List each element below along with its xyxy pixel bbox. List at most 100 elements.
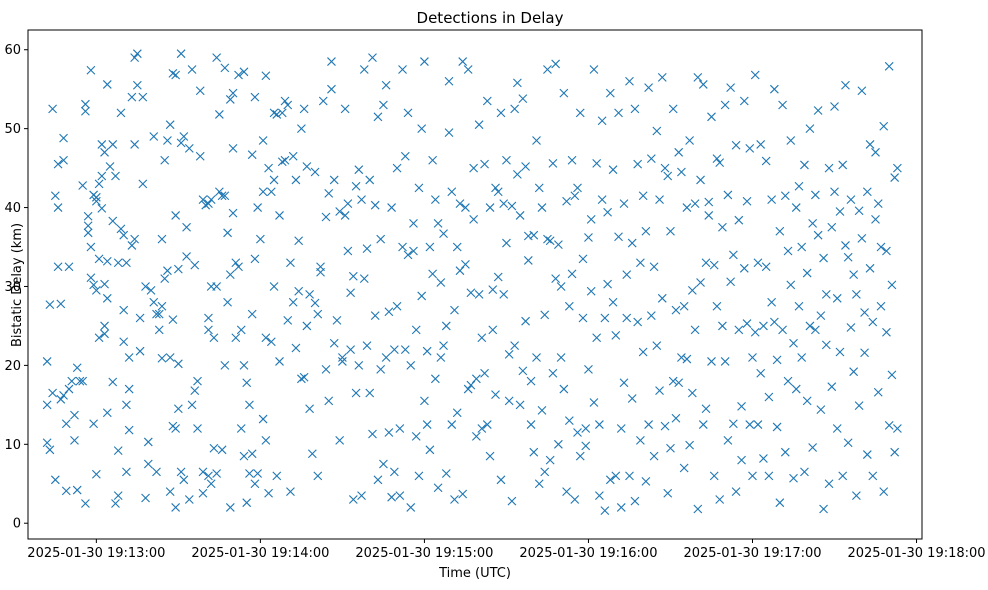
data-point [425,445,435,455]
data-point [559,384,569,394]
plot-frame [27,29,923,540]
data-point [348,271,358,281]
data-point [307,449,317,459]
data-point [173,404,183,414]
data-point [198,488,208,498]
data-point [512,78,522,88]
data-point [231,258,241,268]
data-point [430,374,440,384]
data-point [808,218,818,228]
data-point [521,162,530,171]
data-point [182,252,191,261]
data-point [187,65,197,74]
data-point [734,215,744,225]
x-tick-label: 2025-01-30 19:18:00 [847,546,985,561]
data-point [447,420,457,429]
data-point [813,106,823,115]
data-point [204,313,213,323]
data-point [193,424,202,433]
data-point [346,345,355,354]
data-point [368,429,377,439]
data-point [130,140,140,149]
data-point [53,159,63,169]
data-point [130,234,140,244]
data-point [370,311,380,321]
data-point [521,316,530,326]
data-point [605,88,615,98]
data-point [868,471,878,481]
data-point [551,59,561,69]
data-point [102,80,112,89]
data-point [802,396,812,406]
data-point [86,65,96,75]
data-point [327,84,336,94]
data-point [138,179,148,189]
data-point [286,258,295,268]
data-point [884,420,894,430]
data-point [745,420,755,429]
data-point [171,211,181,220]
data-point [759,454,768,463]
data-point [553,439,563,449]
data-point [890,173,900,182]
data-point [769,317,779,327]
data-point [354,360,364,370]
data-point [657,293,667,303]
data-point [83,221,93,231]
data-point [666,226,675,236]
data-point [163,266,172,276]
data-point [94,179,104,189]
data-point [250,92,260,102]
data-point [871,147,880,157]
data-point [518,366,528,376]
data-point [507,201,517,211]
data-point [720,100,730,110]
data-point [193,376,202,386]
data-point [734,325,744,335]
data-point [893,424,902,433]
chart-title: Detections in Delay [417,9,564,27]
data-point [707,112,716,122]
data-point [250,254,260,264]
data-point [553,240,563,250]
data-point [466,380,476,390]
data-point [97,203,107,213]
data-point [395,491,405,500]
data-point [742,196,752,206]
data-point [461,203,470,212]
data-point [830,187,839,197]
data-point [362,244,372,253]
data-point [677,167,686,177]
data-point [359,65,369,74]
data-point [641,226,651,236]
data-point [671,413,681,423]
data-point [756,368,766,378]
data-point [603,207,612,217]
data-point [231,333,241,343]
data-point [504,396,514,406]
data-point [737,402,746,411]
data-point [359,274,369,283]
data-point [857,233,867,243]
data-point [679,463,689,473]
data-point [283,316,293,325]
data-point [466,288,476,298]
data-point [797,242,807,252]
data-point [373,475,383,485]
data-point [854,401,864,411]
data-point [280,155,290,165]
data-point [646,154,656,164]
data-point [660,163,670,173]
data-point [879,121,889,131]
data-point [436,278,446,287]
data-point [94,333,104,343]
data-point [417,124,427,134]
data-point [819,504,828,514]
data-point [78,376,88,386]
data-point [403,250,413,260]
data-point [409,246,418,256]
data-point [759,321,768,331]
data-point [425,242,435,252]
data-point [266,337,276,347]
data-point [176,49,186,59]
